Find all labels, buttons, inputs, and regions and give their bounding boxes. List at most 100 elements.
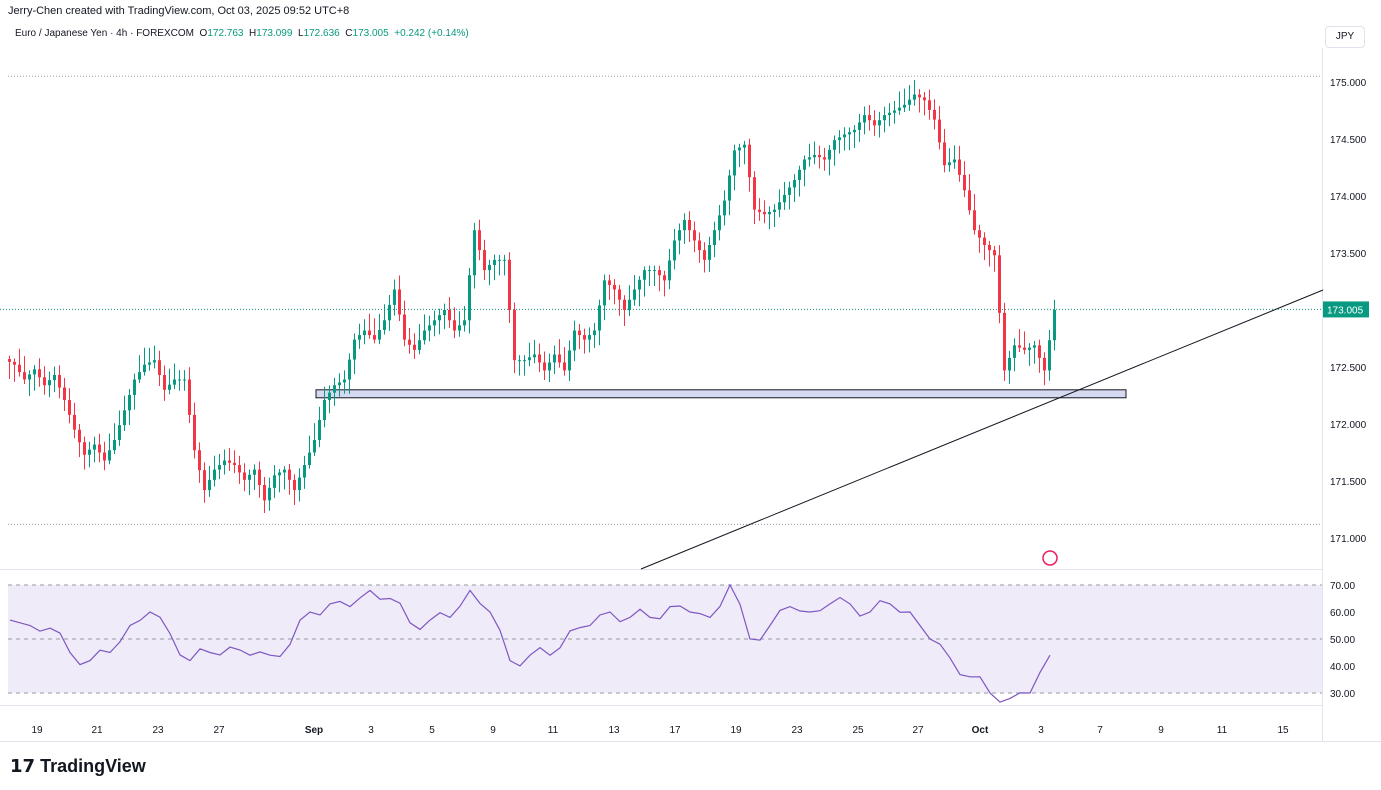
candle-body [593,330,596,336]
candle-body [253,469,256,475]
candle-body [663,275,666,281]
symbol-name[interactable]: Euro / Japanese Yen · 4h · FOREXCOM [15,28,194,39]
low-label: L [298,28,304,39]
time-tick-label: 25 [852,725,864,736]
price-tick-label: 174.500 [1330,135,1367,146]
candle-body [483,250,486,271]
candle-body [723,200,726,216]
candle-body [533,354,536,358]
candle-body [173,379,176,385]
candle-body [718,215,721,231]
price-tick-label: 175.000 [1330,78,1367,89]
time-tick-label: 27 [912,725,924,736]
candle-body [518,360,521,362]
candle-body [683,219,686,231]
time-tick-label: 17 [669,725,681,736]
candle-body [73,414,76,430]
price-tick-label: 173.500 [1330,249,1367,260]
candle-body [753,177,756,210]
candle-body [33,369,36,375]
candle-body [88,449,91,455]
price-tick-label: 172.500 [1330,363,1367,374]
candle-body [203,470,206,491]
candle-body [63,387,66,401]
candle-body [833,140,836,150]
candle-body [1028,347,1031,350]
candle-body [383,320,386,330]
candle-body [333,385,336,393]
candle-body [138,372,141,380]
tradingview-logo[interactable]: 𝟭𝟳 TradingView [10,756,146,777]
price-tick-label: 171.500 [1330,477,1367,488]
logo-text: TradingView [40,756,146,776]
candle-body [393,289,396,305]
candle-body [638,279,641,290]
candle-body [768,211,771,215]
candle-body [468,275,471,321]
close-value: 173.005 [352,28,389,39]
candle-body [233,462,236,466]
candle-body [293,479,296,491]
candle-body [858,122,861,130]
high-value: 173.099 [256,28,293,39]
candle-body [603,280,606,306]
high-label: H [249,28,257,39]
candle-body [798,169,801,181]
candle-body [628,299,631,310]
rsi-tick-label: 70.00 [1330,581,1355,592]
candle-body [13,361,16,365]
candle-body [153,360,156,363]
candle-body [883,115,886,121]
candle-body [363,330,366,336]
candle-body [788,187,791,195]
candle-body [338,382,341,386]
candle-body [353,339,356,360]
candle-body [838,137,841,141]
candle-body [283,469,286,473]
candle-body [643,270,646,280]
change-value: +0.242 (+0.14%) [394,28,469,39]
candle-body [588,335,591,340]
candle-body [313,439,316,453]
candle-body [263,484,266,501]
time-tick-label: 27 [213,725,225,736]
candle-body [553,354,556,363]
candle-body [523,360,526,362]
candle-body [433,320,436,326]
candle-body [193,414,196,451]
candle-body [68,400,71,415]
candle-body [48,380,51,386]
candle-body [878,120,881,126]
candle-body [83,442,86,455]
candle-body [648,270,651,272]
time-tick-label: 11 [1217,725,1228,736]
candle-body [303,465,306,478]
rsi-tick-label: 40.00 [1330,662,1355,673]
candle-body [548,362,551,371]
candle-body [988,245,991,251]
candle-body [713,230,716,246]
open-label: O [199,28,208,39]
lightning-event-icon [1042,550,1058,566]
rsi-tick-label: 60.00 [1330,608,1355,619]
candle-body [378,329,381,340]
candle-body [908,99,911,105]
candle-body [1043,357,1046,371]
time-tick-label: Sep [305,725,323,736]
time-tick-label: 21 [91,725,103,736]
candle-body [1008,357,1011,371]
candle-body [78,429,81,443]
candle-body [438,315,441,321]
candle-body [343,379,346,383]
candle-body [508,259,511,310]
time-tick-label: 3 [1038,725,1044,736]
candle-body [863,115,866,123]
currency-button[interactable]: JPY [1325,26,1365,48]
last-price-label: 173.005 [1327,305,1364,316]
symbol-legend: Euro / Japanese Yen · 4h · FOREXCOM O172… [15,28,469,39]
candle-body [578,330,581,336]
candle-body [328,392,331,401]
candle-body [993,250,996,256]
candle-body [368,330,371,336]
